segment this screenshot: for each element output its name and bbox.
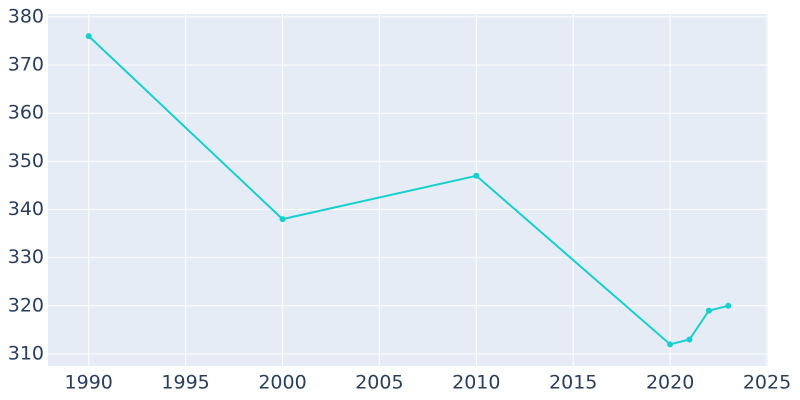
y-tick-label: 370	[8, 54, 44, 76]
x-tick-label: 1995	[161, 372, 209, 394]
y-tick-label: 340	[8, 198, 44, 220]
y-tick-label: 380	[8, 5, 44, 27]
point	[725, 302, 732, 309]
x-tick-label: 2000	[258, 372, 306, 394]
point	[686, 336, 693, 343]
y-tick-label: 360	[8, 102, 44, 124]
point	[667, 341, 674, 348]
x-tick-label: 1990	[65, 372, 113, 394]
y-tick-label: 330	[8, 246, 44, 268]
y-tick-label: 310	[8, 342, 44, 364]
y-tick-label: 320	[8, 294, 44, 316]
x-tick-label: 2025	[743, 372, 791, 394]
x-tick-label: 2010	[452, 372, 500, 394]
y-tick-label: 350	[8, 150, 44, 172]
x-tick-label: 2005	[355, 372, 403, 394]
point	[279, 216, 286, 223]
point	[473, 172, 480, 179]
x-tick-label: 2020	[646, 372, 694, 394]
x-tick-label: 2015	[549, 372, 597, 394]
point	[705, 307, 712, 314]
point	[85, 33, 92, 40]
plot-background	[48, 14, 768, 366]
